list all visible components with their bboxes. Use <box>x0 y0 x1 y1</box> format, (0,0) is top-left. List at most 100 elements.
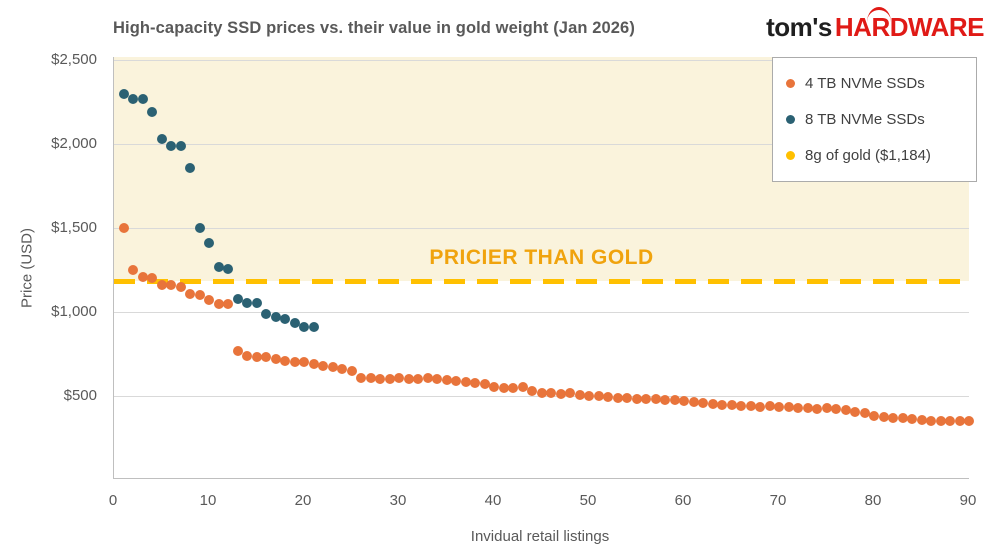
data-point-4tb <box>859 407 870 418</box>
data-point-8tb <box>128 93 138 104</box>
legend-label: 8g of gold ($1,184) <box>805 146 931 164</box>
data-point-4tb <box>935 416 946 427</box>
data-point-4tb <box>460 376 471 387</box>
data-point-4tb <box>451 375 461 386</box>
legend-item: 4 TB NVMe SSDs <box>773 65 976 101</box>
data-point-4tb <box>736 401 746 412</box>
data-point-4tb <box>299 357 309 368</box>
data-point-4tb <box>337 364 347 375</box>
data-point-4tb <box>536 387 547 398</box>
data-point-8tb <box>185 162 195 173</box>
logo-arc-icon <box>866 7 891 22</box>
data-point-4tb <box>441 375 452 386</box>
data-point-8tb <box>175 140 186 151</box>
data-point-8tb <box>223 264 233 275</box>
data-point-8tb <box>194 223 205 233</box>
data-point-4tb <box>688 396 699 407</box>
data-point-4tb <box>698 397 708 408</box>
gridline <box>114 312 969 313</box>
data-point-4tb <box>394 373 404 384</box>
data-point-4tb <box>755 401 765 412</box>
data-point-4tb <box>194 290 205 301</box>
data-point-4tb <box>479 379 490 390</box>
x-tick-label: 40 <box>484 492 502 509</box>
x-tick-label: 20 <box>294 492 312 509</box>
data-point-4tb <box>593 391 604 401</box>
data-point-4tb <box>118 223 129 233</box>
data-point-4tb <box>555 389 566 400</box>
data-point-4tb <box>261 352 271 363</box>
data-point-4tb <box>232 345 243 356</box>
data-point-8tb <box>156 133 167 144</box>
data-point-4tb <box>641 393 651 404</box>
data-point-8tb <box>242 297 252 308</box>
y-tick-label: $500 <box>63 387 97 404</box>
data-point-4tb <box>783 401 794 412</box>
brand-logo-hardware: HARDWARE <box>834 12 985 42</box>
data-point-4tb <box>280 355 290 366</box>
data-point-4tb <box>185 288 195 299</box>
data-point-4tb <box>365 373 376 384</box>
x-tick-label: 90 <box>959 492 977 509</box>
data-point-8tb <box>147 107 157 118</box>
data-point-4tb <box>242 350 252 361</box>
gridline <box>114 144 969 145</box>
legend-item: 8 TB NVMe SSDs <box>773 101 976 137</box>
data-point-4tb <box>584 391 594 401</box>
data-point-4tb <box>213 298 224 309</box>
data-point-4tb <box>289 357 300 368</box>
data-point-4tb <box>945 416 955 427</box>
data-point-8tb <box>299 322 309 333</box>
data-point-8tb <box>261 308 271 319</box>
gridline <box>114 60 969 61</box>
x-tick-label: 60 <box>674 492 692 509</box>
chart-title: High-capacity SSD prices vs. their value… <box>113 19 635 37</box>
data-point-4tb <box>707 399 718 410</box>
data-point-4tb <box>565 388 575 399</box>
data-point-4tb <box>489 381 499 392</box>
gridline <box>114 228 969 229</box>
legend-marker-icon <box>786 150 795 160</box>
y-tick-label: $1,000 <box>51 303 97 320</box>
data-point-8tb <box>280 313 290 324</box>
data-point-4tb <box>812 403 822 414</box>
data-point-4tb <box>175 281 186 292</box>
data-point-4tb <box>603 391 613 402</box>
data-point-4tb <box>888 412 898 423</box>
data-point-4tb <box>660 395 670 406</box>
pricier-than-gold-label: PRICIER THAN GOLD <box>429 246 654 270</box>
legend-label: 4 TB NVMe SSDs <box>805 74 925 92</box>
data-point-4tb <box>166 280 176 291</box>
x-tick-label: 30 <box>389 492 407 509</box>
data-point-4tb <box>422 373 433 384</box>
y-axis-title: Price (USD) <box>18 227 36 309</box>
data-point-4tb <box>432 374 442 385</box>
data-point-4tb <box>726 400 737 411</box>
legend: 4 TB NVMe SSDs 8 TB NVMe SSDs 8g of gold (… <box>772 57 977 182</box>
data-point-4tb <box>774 401 784 412</box>
y-tick-label: $2,500 <box>51 51 97 68</box>
data-point-4tb <box>156 280 167 291</box>
data-point-4tb <box>717 400 727 411</box>
data-point-8tb <box>270 312 281 323</box>
data-point-4tb <box>907 413 917 424</box>
data-point-4tb <box>669 395 680 406</box>
data-point-4tb <box>375 374 385 385</box>
data-point-4tb <box>147 273 157 284</box>
data-point-4tb <box>869 411 879 422</box>
legend-marker-icon <box>786 114 795 124</box>
x-tick-label: 50 <box>579 492 597 509</box>
legend-item: 8g of gold ($1,184) <box>773 137 976 173</box>
data-point-4tb <box>954 416 965 427</box>
data-point-4tb <box>612 392 623 403</box>
data-point-4tb <box>679 396 689 407</box>
x-axis-title: Invidual retail listings <box>470 528 610 545</box>
brand-logo-toms: tom's <box>766 12 832 42</box>
data-point-8tb <box>118 88 129 99</box>
data-point-4tb <box>470 377 480 388</box>
data-point-4tb <box>413 374 423 385</box>
data-point-4tb <box>793 402 803 413</box>
x-tick-label: 10 <box>199 492 217 509</box>
x-tick-label: 0 <box>108 492 118 509</box>
data-point-4tb <box>926 416 936 427</box>
